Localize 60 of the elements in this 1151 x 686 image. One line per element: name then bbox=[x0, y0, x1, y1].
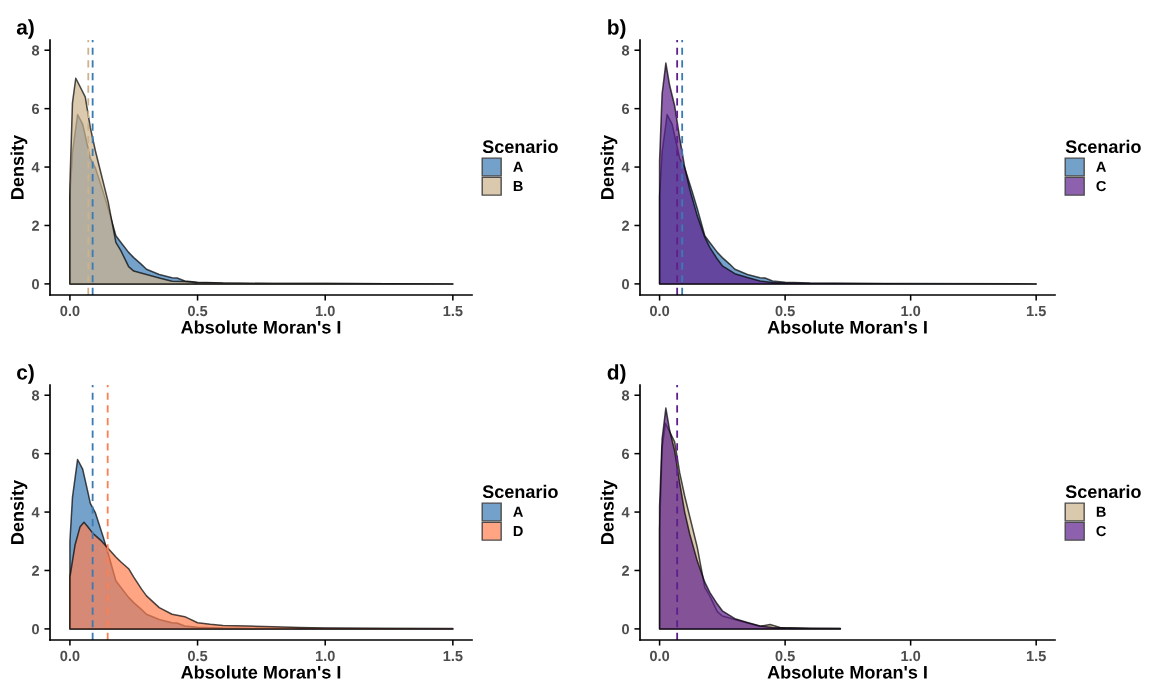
y-tick-label: 4 bbox=[31, 162, 40, 173]
x-tick-label: 0.0 bbox=[650, 650, 670, 662]
x-tick-label: 0.0 bbox=[650, 305, 670, 317]
y-tick-label: 8 bbox=[621, 390, 630, 401]
y-tick-label: 6 bbox=[32, 103, 40, 115]
y-tick-label: 2 bbox=[621, 220, 629, 231]
legend-title: Scenario bbox=[1065, 484, 1141, 499]
legend-title: Scenario bbox=[482, 139, 558, 154]
x-axis-title: Absolute Moran's I bbox=[181, 320, 341, 334]
y-tick-label: 6 bbox=[622, 103, 630, 115]
y-axis-title: Density bbox=[600, 134, 618, 199]
y-tick-label: 8 bbox=[31, 390, 40, 401]
chart-title: c) bbox=[17, 364, 34, 384]
y-tick-label: 2 bbox=[621, 565, 629, 576]
x-tick-label: 0.5 bbox=[775, 305, 795, 317]
y-axis-title: Density bbox=[10, 134, 28, 199]
x-axis-title: Absolute Moran's I bbox=[767, 665, 927, 679]
x-tick-label: 0.0 bbox=[60, 650, 80, 662]
legend-label: A bbox=[513, 506, 523, 517]
legend-label: B bbox=[513, 181, 523, 192]
legend-label: A bbox=[1096, 161, 1106, 172]
y-tick-label: 0 bbox=[622, 279, 629, 290]
x-axis-title: Absolute Moran's I bbox=[181, 665, 341, 679]
x-tick-label: 1.5 bbox=[1026, 305, 1046, 317]
x-tick-label: 0.0 bbox=[60, 305, 80, 317]
chart-title: b) bbox=[608, 19, 626, 39]
y-tick-label: 8 bbox=[621, 45, 630, 56]
y-tick-label: 6 bbox=[32, 448, 40, 460]
x-tick-label: 1.0 bbox=[901, 650, 921, 662]
x-tick-label: 1.5 bbox=[443, 650, 463, 662]
legend-label: D bbox=[513, 526, 523, 537]
y-tick-label: 0 bbox=[622, 624, 629, 635]
y-tick-label: 4 bbox=[621, 507, 630, 518]
chart-title: d) bbox=[607, 364, 626, 384]
legend-label: B bbox=[1096, 506, 1106, 517]
x-tick-label: 1.0 bbox=[315, 305, 335, 317]
legend-label: A bbox=[513, 161, 523, 172]
legend-label: C bbox=[1096, 525, 1106, 537]
y-tick-label: 0 bbox=[32, 279, 39, 290]
y-tick-label: 2 bbox=[31, 220, 39, 231]
y-axis-title: Density bbox=[10, 479, 28, 544]
x-tick-label: 0.5 bbox=[775, 650, 795, 662]
chart-title: a) bbox=[16, 19, 34, 39]
y-tick-label: 0 bbox=[32, 624, 39, 635]
legend-title: Scenario bbox=[1065, 139, 1141, 154]
y-tick-label: 4 bbox=[31, 507, 40, 518]
x-tick-label: 0.5 bbox=[188, 650, 208, 662]
legend-title: Scenario bbox=[482, 484, 558, 499]
x-tick-label: 1.0 bbox=[315, 650, 335, 662]
y-tick-label: 4 bbox=[621, 162, 630, 173]
x-tick-label: 1.5 bbox=[1026, 650, 1046, 662]
y-tick-label: 8 bbox=[31, 45, 40, 56]
x-axis-title: Absolute Moran's I bbox=[767, 320, 927, 334]
x-tick-label: 1.0 bbox=[901, 305, 921, 317]
y-tick-label: 2 bbox=[31, 565, 39, 576]
legend-label: C bbox=[1096, 180, 1106, 192]
y-axis-title: Density bbox=[600, 479, 618, 544]
y-tick-label: 6 bbox=[622, 448, 630, 460]
x-tick-label: 0.5 bbox=[188, 305, 208, 317]
x-tick-label: 1.5 bbox=[443, 305, 463, 317]
